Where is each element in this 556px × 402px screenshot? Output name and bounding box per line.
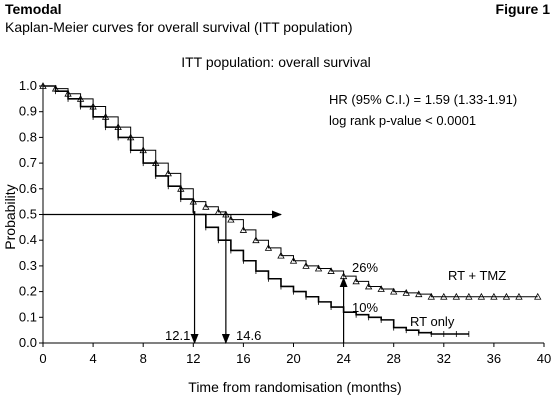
y-tick-label: 0.5: [19, 207, 37, 222]
document-title: Temodal: [5, 1, 62, 17]
x-axis-label: Time from randomisation (months): [188, 379, 401, 395]
x-tick-label: 20: [286, 351, 300, 366]
x-tick-label: 4: [89, 351, 96, 366]
point-rt-tmz: [440, 292, 448, 300]
month24-tmz-label: 26%: [352, 260, 378, 275]
point-rt-tmz: [502, 292, 511, 300]
point-rt-tmz: [477, 292, 486, 300]
y-tick-label: 1.0: [19, 78, 37, 93]
y-tick-label: 0.1: [19, 309, 37, 324]
point-rt-tmz: [227, 215, 235, 223]
series-markers-rt-only: [42, 83, 470, 338]
legend-rt-only: RT only: [410, 314, 455, 329]
point-rt-tmz: [534, 292, 542, 300]
point-rt-tmz: [327, 267, 335, 274]
median-rt-label: 12.1: [165, 328, 190, 343]
point-rt-tmz: [239, 226, 248, 233]
x-tick-label: 8: [140, 351, 147, 366]
point-rt-tmz: [352, 277, 360, 285]
point-rt-tmz: [289, 256, 298, 264]
month24-rt-label: 10%: [352, 300, 378, 315]
y-tick-label: 0.2: [19, 284, 37, 299]
point-rt-tmz: [415, 290, 423, 298]
legend-rt-tmz: RT + TMZ: [448, 268, 506, 283]
y-tick-label: 0.4: [19, 232, 37, 247]
point-rt-tmz: [377, 285, 385, 292]
chart-title: ITT population: overall survival: [181, 54, 371, 70]
point-rt-tmz: [202, 202, 210, 210]
point-rt-tmz: [427, 292, 435, 300]
point-rt-tmz: [364, 282, 373, 290]
point-rt-tmz: [402, 289, 410, 296]
y-tick-label: 0.7: [19, 155, 37, 170]
document-subtitle: Kaplan-Meier curves for overall survival…: [5, 19, 353, 35]
chart-annotations: [43, 210, 348, 344]
y-axis-label: Probability: [2, 184, 18, 249]
point-rt-tmz: [515, 292, 523, 300]
x-tick-label: 36: [487, 351, 501, 366]
x-tick-label: 32: [437, 351, 451, 366]
chart-axes: 0 4 8 12 16 20 24 28 32 36 40 0.0 0.1 0.2 0.3 0.4 0.5 0.6…: [19, 78, 551, 366]
chart-curves: [39, 82, 542, 338]
x-tick-label: 0: [39, 351, 46, 366]
median-tmz-label: 14.6: [236, 328, 261, 343]
y-tick-label: 0.0: [19, 335, 37, 350]
x-tick-label: 28: [386, 351, 400, 366]
point-rt-tmz: [302, 262, 310, 269]
y-tick-label: 0.6: [19, 181, 37, 196]
y-tick-label: 0.8: [19, 129, 37, 144]
hr-text-line2: log rank p-value < 0.0001: [329, 113, 476, 128]
point-rt-tmz: [252, 236, 260, 244]
y-tick-label: 0.3: [19, 258, 37, 273]
figure-label: Figure 1: [495, 1, 550, 17]
point-rt-tmz: [390, 287, 398, 295]
x-tick-label: 16: [236, 351, 250, 366]
point-rt-tmz: [264, 244, 273, 251]
x-tick-label: 24: [336, 351, 350, 366]
y-tick-label: 0.9: [19, 104, 37, 119]
point-rt-tmz: [465, 292, 473, 300]
x-tick-label: 40: [537, 351, 551, 366]
point-rt-tmz: [277, 251, 285, 259]
point-rt-tmz: [452, 292, 460, 300]
point-rt-tmz: [314, 264, 323, 272]
hr-text-line1: HR (95% C.I.) = 1.59 (1.33-1.91): [329, 92, 517, 107]
x-tick-label: 12: [186, 351, 200, 366]
point-rt-tmz: [490, 292, 498, 300]
